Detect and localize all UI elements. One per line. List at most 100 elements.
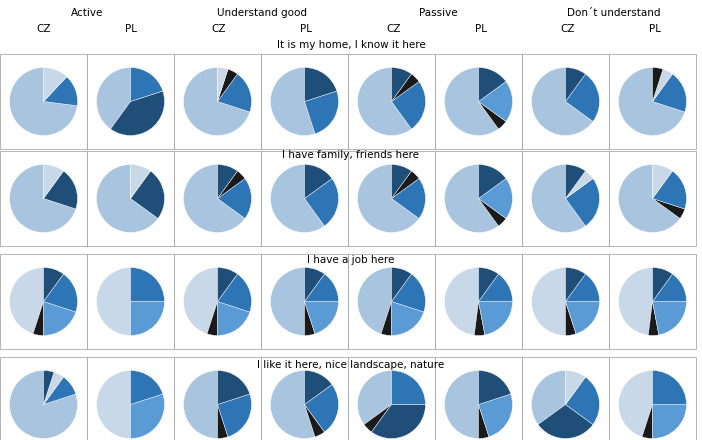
Wedge shape xyxy=(392,274,425,312)
Wedge shape xyxy=(652,301,687,335)
Wedge shape xyxy=(183,67,250,136)
Wedge shape xyxy=(652,69,673,102)
Wedge shape xyxy=(479,179,512,219)
Wedge shape xyxy=(538,404,593,439)
Text: CZ: CZ xyxy=(387,24,402,34)
Wedge shape xyxy=(652,404,687,439)
Wedge shape xyxy=(371,404,425,439)
Wedge shape xyxy=(566,165,585,198)
Wedge shape xyxy=(10,268,44,334)
Text: I like it here, nice landscape, nature: I like it here, nice landscape, nature xyxy=(258,360,444,370)
Wedge shape xyxy=(479,268,498,301)
Wedge shape xyxy=(652,165,673,198)
Wedge shape xyxy=(479,301,512,335)
Wedge shape xyxy=(305,179,338,226)
Wedge shape xyxy=(305,165,332,198)
Wedge shape xyxy=(33,301,44,335)
Wedge shape xyxy=(652,268,673,301)
Wedge shape xyxy=(96,165,158,232)
Wedge shape xyxy=(218,394,251,437)
Wedge shape xyxy=(10,67,77,136)
Wedge shape xyxy=(44,370,54,404)
Wedge shape xyxy=(357,165,419,232)
Wedge shape xyxy=(566,268,585,301)
Wedge shape xyxy=(305,301,315,335)
Wedge shape xyxy=(44,372,63,404)
Wedge shape xyxy=(305,385,338,432)
Wedge shape xyxy=(218,69,237,102)
Wedge shape xyxy=(305,274,338,301)
Wedge shape xyxy=(479,165,506,198)
Wedge shape xyxy=(218,274,251,312)
Wedge shape xyxy=(96,67,131,129)
Wedge shape xyxy=(479,394,512,437)
Wedge shape xyxy=(618,67,685,136)
Wedge shape xyxy=(218,165,237,198)
Wedge shape xyxy=(652,198,685,219)
Wedge shape xyxy=(207,301,218,335)
Wedge shape xyxy=(44,301,76,335)
Wedge shape xyxy=(96,370,131,439)
Text: CZ: CZ xyxy=(212,24,226,34)
Wedge shape xyxy=(364,404,392,432)
Wedge shape xyxy=(183,370,218,439)
Wedge shape xyxy=(305,404,324,437)
Wedge shape xyxy=(566,301,600,334)
Wedge shape xyxy=(652,67,663,102)
Wedge shape xyxy=(44,77,77,106)
Wedge shape xyxy=(652,274,687,301)
Text: Don´t understand: Don´t understand xyxy=(567,8,661,18)
Wedge shape xyxy=(357,268,392,334)
Wedge shape xyxy=(357,67,411,136)
Wedge shape xyxy=(392,67,411,102)
Wedge shape xyxy=(305,370,332,404)
Wedge shape xyxy=(218,404,228,439)
Wedge shape xyxy=(479,198,506,226)
Wedge shape xyxy=(270,370,315,439)
Wedge shape xyxy=(444,370,479,439)
Wedge shape xyxy=(305,67,337,102)
Wedge shape xyxy=(392,171,419,198)
Text: Understand good: Understand good xyxy=(217,8,307,18)
Wedge shape xyxy=(444,268,479,335)
Wedge shape xyxy=(566,179,600,226)
Wedge shape xyxy=(305,91,338,134)
Wedge shape xyxy=(183,165,245,232)
Wedge shape xyxy=(531,165,585,232)
Wedge shape xyxy=(566,370,585,404)
Wedge shape xyxy=(475,301,485,335)
Wedge shape xyxy=(270,67,315,136)
Text: CZ: CZ xyxy=(561,24,575,34)
Wedge shape xyxy=(131,165,150,198)
Wedge shape xyxy=(392,81,425,129)
Wedge shape xyxy=(479,67,506,102)
Text: PL: PL xyxy=(475,24,487,34)
Wedge shape xyxy=(566,67,585,102)
Wedge shape xyxy=(44,377,76,404)
Text: PL: PL xyxy=(125,24,137,34)
Wedge shape xyxy=(566,274,600,301)
Wedge shape xyxy=(392,268,411,301)
Text: CZ: CZ xyxy=(37,24,51,34)
Text: Active: Active xyxy=(71,8,103,18)
Wedge shape xyxy=(218,67,228,102)
Wedge shape xyxy=(44,67,67,102)
Wedge shape xyxy=(479,274,512,301)
Wedge shape xyxy=(131,171,164,219)
Wedge shape xyxy=(531,67,593,136)
Text: PL: PL xyxy=(300,24,312,34)
Wedge shape xyxy=(652,74,687,112)
Wedge shape xyxy=(392,370,425,404)
Wedge shape xyxy=(218,301,250,335)
Wedge shape xyxy=(131,301,164,335)
Text: I have a job here: I have a job here xyxy=(307,255,395,265)
Wedge shape xyxy=(392,165,411,198)
Text: Passive: Passive xyxy=(418,8,457,18)
Wedge shape xyxy=(566,171,593,198)
Wedge shape xyxy=(479,370,511,404)
Wedge shape xyxy=(531,268,566,335)
Wedge shape xyxy=(618,165,680,232)
Wedge shape xyxy=(566,74,600,121)
Wedge shape xyxy=(648,301,659,335)
Wedge shape xyxy=(305,301,338,334)
